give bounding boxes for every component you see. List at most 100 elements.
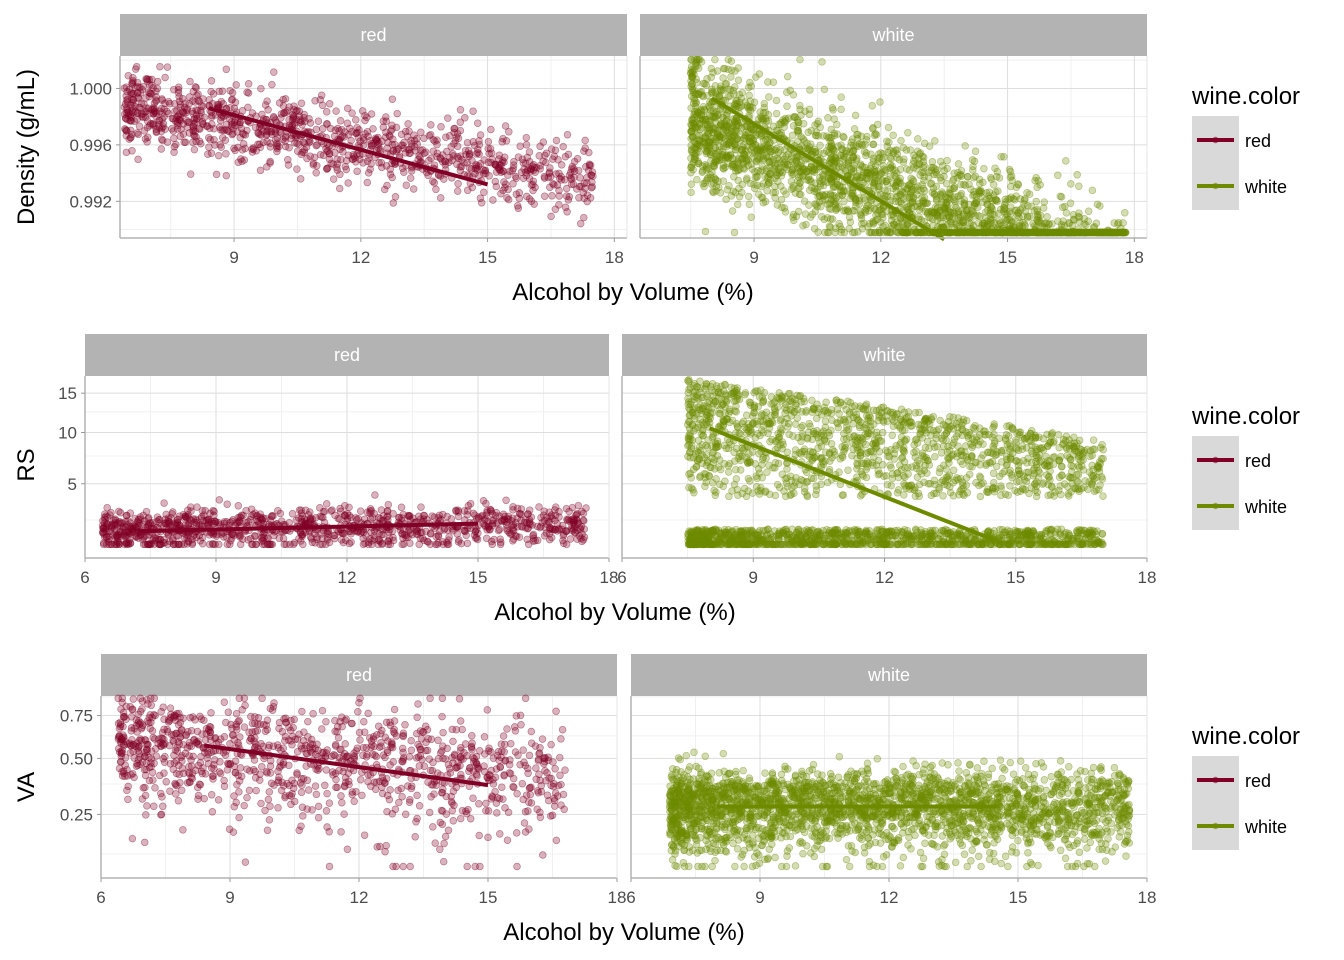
data-point (192, 111, 201, 119)
data-point (729, 121, 737, 129)
x-tick-label: 18 (605, 248, 624, 267)
data-point (840, 164, 848, 173)
data-point (352, 116, 360, 124)
data-point (826, 157, 834, 165)
data-point (755, 153, 764, 162)
data-point (699, 134, 708, 142)
y-tick-label: 10 (58, 424, 77, 443)
data-point (1075, 182, 1083, 190)
data-point (361, 130, 369, 138)
data-point (557, 161, 566, 169)
data-point (180, 540, 188, 549)
data-point (471, 534, 480, 542)
data-point (868, 101, 877, 110)
data-point (1033, 183, 1041, 192)
data-point (141, 135, 150, 143)
data-point (577, 182, 585, 191)
data-point (946, 217, 955, 226)
data-point (348, 109, 356, 117)
data-point (824, 114, 832, 122)
data-point (157, 135, 166, 144)
data-point (931, 137, 939, 145)
data-point (297, 99, 306, 108)
data-point (551, 146, 560, 154)
data-point (800, 197, 809, 205)
data-point (846, 218, 855, 226)
data-point (727, 66, 736, 74)
data-point (552, 136, 561, 145)
data-point (1056, 228, 1064, 237)
data-point (409, 514, 417, 522)
data-point (712, 187, 720, 195)
data-point (466, 499, 475, 508)
data-point (687, 188, 695, 197)
data-point (733, 200, 742, 209)
data-point (359, 133, 368, 142)
data-point (559, 536, 567, 545)
data-point (584, 166, 593, 175)
data-point (447, 143, 455, 151)
data-point (505, 128, 513, 136)
data-point (1007, 228, 1016, 237)
data-point (214, 151, 223, 160)
data-point (850, 228, 859, 237)
data-point (1067, 180, 1075, 188)
data-point (254, 129, 263, 138)
data-point (720, 132, 728, 141)
data-point (794, 184, 803, 193)
data-point (173, 106, 181, 115)
data-point (1031, 176, 1039, 185)
data-point (179, 107, 187, 116)
data-point (222, 171, 231, 180)
data-point (509, 503, 517, 511)
data-point (886, 146, 894, 155)
data-point (465, 149, 474, 158)
data-point (734, 166, 742, 175)
data-point (477, 199, 486, 207)
data-point (312, 141, 320, 150)
data-point (345, 503, 353, 512)
data-point (976, 212, 984, 221)
data-point (1067, 228, 1076, 237)
data-point (551, 205, 560, 214)
data-point (128, 103, 136, 112)
data-point (211, 141, 219, 149)
data-point (826, 175, 835, 183)
data-point (801, 107, 809, 115)
data-point (228, 120, 236, 129)
data-point (561, 203, 570, 212)
data-point (513, 202, 522, 210)
data-point (542, 149, 551, 158)
data-point (237, 155, 245, 163)
data-point (244, 80, 253, 88)
data-point (690, 96, 699, 105)
data-point (244, 103, 252, 112)
data-point (1061, 202, 1069, 211)
data-point (697, 106, 705, 114)
data-point (472, 162, 481, 170)
data-point (392, 123, 401, 132)
data-point (152, 93, 160, 101)
data-point (735, 155, 743, 163)
data-point (324, 164, 332, 172)
data-point (807, 163, 815, 172)
data-point (483, 526, 491, 534)
data-point (253, 511, 261, 520)
data-point (129, 95, 138, 104)
data-point (300, 146, 309, 154)
data-point (363, 508, 372, 517)
x-tick-label: 15 (469, 568, 488, 587)
data-point (257, 534, 266, 543)
data-point (784, 150, 792, 158)
data-point (847, 168, 856, 177)
data-point (150, 540, 158, 549)
data-point (370, 535, 379, 543)
data-point (143, 117, 152, 125)
data-point (281, 137, 289, 145)
x-tick-label: 18 (600, 568, 619, 587)
data-point (428, 512, 436, 520)
data-point (237, 124, 246, 133)
data-point (938, 188, 946, 196)
data-point (758, 162, 767, 170)
data-point (548, 192, 556, 200)
